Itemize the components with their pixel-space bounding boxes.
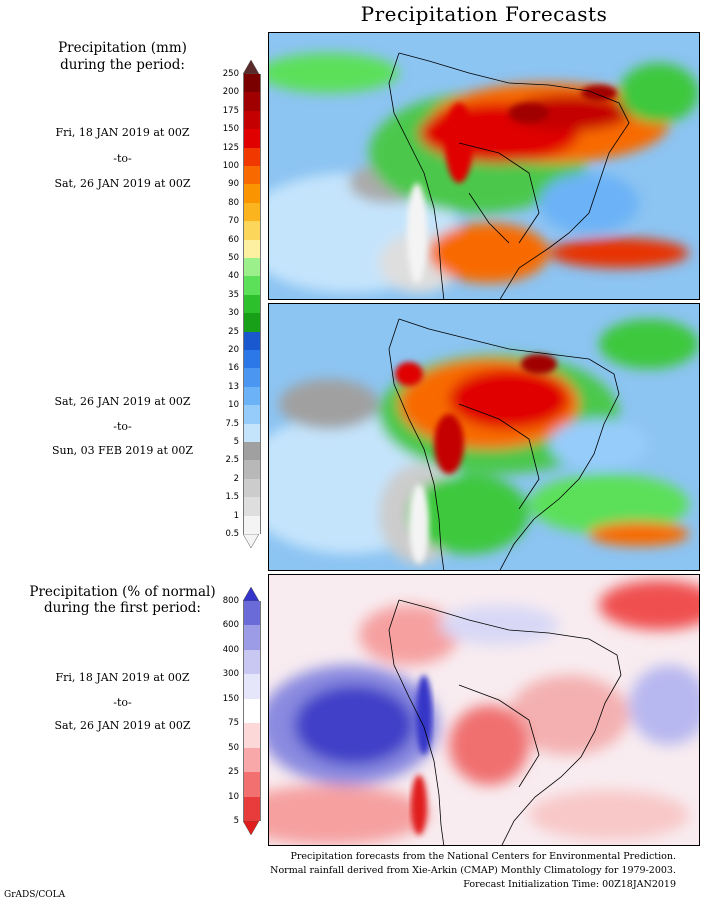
precip-colorbar: 250 200 175 150 125 100 90 80 70 60 50 40 35 30 25 20 16…	[223, 60, 261, 548]
colorbar-tick-label: 7.5	[225, 418, 239, 429]
precip-map-period2	[268, 303, 700, 571]
colorbar-segment	[243, 166, 261, 185]
colorbar-segment	[243, 368, 261, 388]
colorbar-segment	[243, 386, 261, 406]
colorbar-segment	[243, 350, 261, 369]
colorbar-tick-label: 35	[228, 289, 239, 300]
colorbar-segment	[243, 313, 261, 333]
colorbar-tick-label: 90	[228, 179, 239, 190]
colorbar-tick-label: 2	[233, 473, 239, 484]
colorbar-segment	[243, 625, 261, 651]
colorbar-segment	[243, 92, 261, 112]
colorbar-segment	[243, 423, 261, 443]
colorbar-segment	[243, 110, 261, 130]
percent-normal-colorbar: 800 600 400 300 150 75 50 25 10 5	[223, 587, 261, 835]
colorbar-segment	[243, 202, 261, 222]
colorbar-top-arrow	[243, 60, 259, 74]
colorbar-tick-label: 0.5	[225, 529, 239, 539]
colorbar-tick-label: 2.5	[225, 455, 239, 466]
colorbar-segment	[243, 515, 261, 535]
colorbar-tick-label: 50	[228, 742, 239, 753]
panel3-heading-line1: Precipitation (% of normal)	[29, 584, 216, 600]
colorbar-tick-label: 150	[222, 124, 239, 135]
panel3-end-date: Sat, 26 JAN 2019 at 00Z	[54, 719, 191, 732]
colorbar-segment	[243, 674, 261, 700]
panel2-start-date: Sat, 26 JAN 2019 at 00Z	[54, 395, 191, 408]
grads-credit: GrADS/COLA	[4, 890, 66, 900]
colorbar-segment	[243, 497, 261, 517]
percent-normal-map	[268, 574, 700, 846]
footer-climatology-line: Normal rainfall derived from Xie-Arkin (…	[270, 865, 676, 876]
colorbar-segment	[243, 796, 261, 822]
panel2-end-date: Sun, 03 FEB 2019 at 00Z	[51, 444, 194, 457]
colorbar-segment	[243, 772, 261, 798]
colorbar-segment	[243, 294, 261, 314]
precip-map-period1	[268, 32, 700, 300]
colorbar-segment	[243, 331, 261, 351]
colorbar-tick-label: 16	[228, 363, 239, 374]
colorbar-segment	[243, 129, 261, 149]
panel1-end-date: Sat, 26 JAN 2019 at 00Z	[54, 177, 191, 190]
colorbar-segment	[243, 698, 261, 724]
colorbar-segment	[243, 405, 261, 425]
colorbar-tick-label: 10	[228, 400, 239, 411]
colorbar-tick-label: 200	[222, 87, 239, 98]
colorbar-segment	[243, 442, 261, 461]
colorbar-tick-label: 25	[228, 326, 239, 337]
page-title: Precipitation Forecasts	[360, 2, 608, 26]
colorbar-tick-label: 100	[222, 161, 239, 171]
colorbar-bottom-arrow	[243, 821, 259, 835]
panel3-heading-line2: during the first period:	[44, 600, 201, 616]
colorbar-tick-label: 13	[228, 381, 239, 392]
colorbar-tick-label: 250	[222, 69, 239, 79]
colorbar-tick-label: 20	[228, 345, 239, 355]
colorbar-tick-label: 5	[233, 437, 239, 447]
panel1-start-date: Fri, 18 JAN 2019 at 00Z	[55, 126, 190, 139]
panel3-start-date: Fri, 18 JAN 2019 at 00Z	[55, 671, 190, 684]
colorbar-segment	[243, 147, 261, 167]
colorbar-segment	[243, 460, 261, 480]
colorbar-tick-label: 5	[233, 816, 239, 826]
panel1-to-label: -to-	[113, 152, 132, 165]
panel1-heading-line1: Precipitation (mm)	[58, 40, 187, 56]
colorbar-segment	[243, 258, 261, 277]
colorbar-tick-label: 125	[222, 142, 239, 153]
colorbar-tick-label: 600	[222, 620, 239, 631]
panel1-heading-line2: during the period:	[60, 57, 185, 73]
colorbar-tick-label: 30	[228, 308, 239, 319]
colorbar-segment	[243, 723, 261, 749]
colorbar-tick-label: 75	[228, 718, 239, 729]
colorbar-tick-label: 40	[228, 271, 239, 282]
colorbar-tick-label: 175	[222, 105, 239, 116]
colorbar-tick-label: 80	[228, 197, 239, 208]
colorbar-segment	[243, 649, 261, 675]
footer-source-line: Precipitation forecasts from the Nationa…	[290, 851, 677, 862]
colorbar-tick-label: 1	[233, 510, 239, 521]
colorbar-segment	[243, 221, 261, 241]
colorbar-bottom-arrow	[243, 534, 259, 548]
colorbar-segment	[243, 184, 261, 204]
colorbar-tick-label: 10	[228, 791, 239, 802]
colorbar-tick-label: 50	[228, 253, 239, 263]
colorbar-segment	[243, 478, 261, 498]
panel3-to-label: -to-	[113, 696, 132, 709]
colorbar-tick-label: 300	[222, 669, 239, 680]
colorbar-segment	[243, 276, 261, 296]
colorbar-tick-label: 400	[222, 644, 239, 655]
colorbar-tick-label: 1.5	[225, 492, 239, 503]
colorbar-tick-label: 25	[228, 767, 239, 778]
colorbar-segment	[243, 239, 261, 259]
colorbar-tick-label: 70	[228, 216, 239, 227]
colorbar-segment	[243, 601, 261, 626]
colorbar-tick-label: 150	[222, 693, 239, 704]
colorbar-top-arrow	[243, 587, 259, 601]
colorbar-tick-label: 800	[222, 596, 239, 606]
colorbar-segment	[243, 747, 261, 773]
footer-init-time: Forecast Initialization Time: 00Z18JAN20…	[463, 879, 676, 890]
colorbar-segment	[243, 74, 261, 93]
colorbar-tick-label: 60	[228, 234, 239, 245]
panel2-to-label: -to-	[113, 420, 132, 433]
